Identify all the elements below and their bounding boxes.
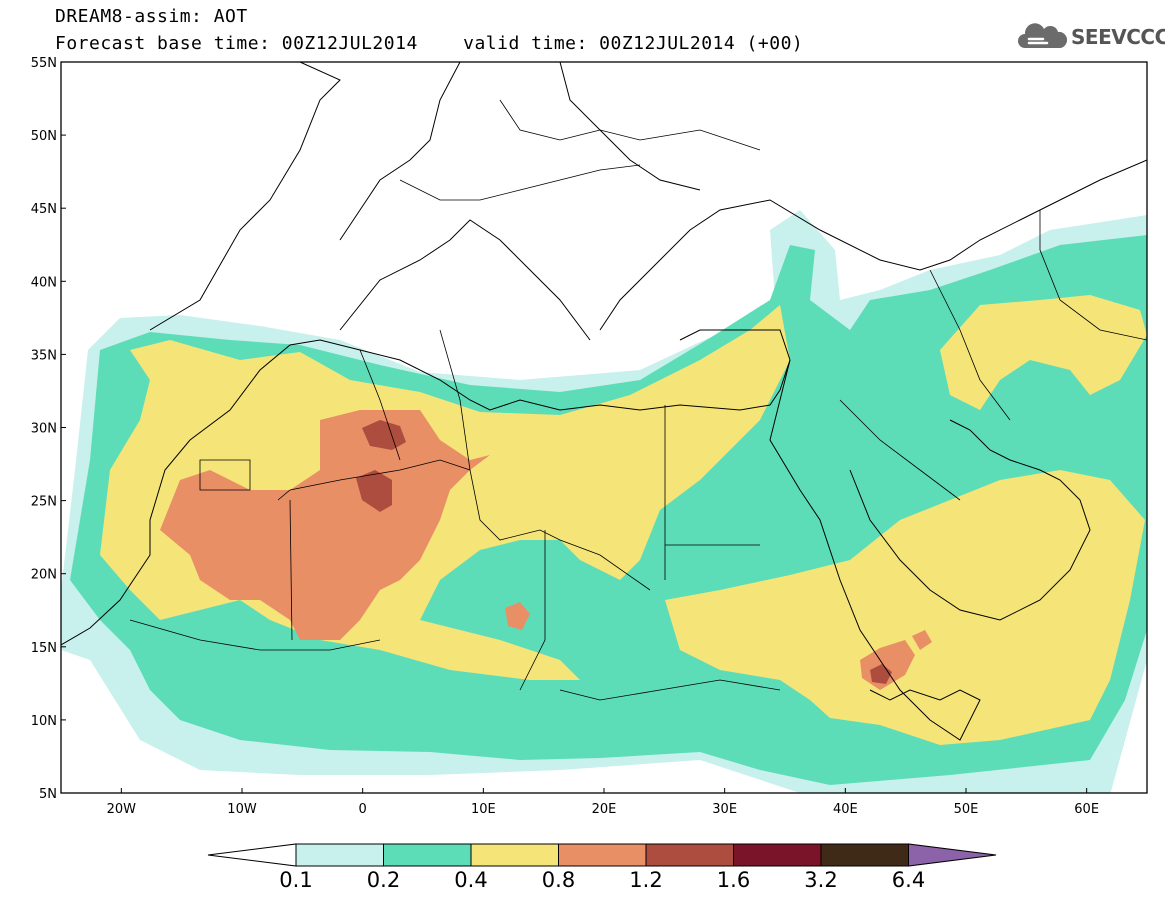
aot-contour-0.8c	[505, 602, 530, 630]
y-tick-label: 35N	[31, 348, 57, 363]
aot-contour-0.8d	[912, 630, 932, 650]
colorbar-label: 0.4	[454, 868, 488, 892]
x-tick-label: 40E	[833, 802, 858, 817]
y-tick-label: 10N	[31, 714, 57, 729]
y-tick-label: 5N	[39, 787, 57, 802]
aot-contour-1.2b	[356, 470, 392, 512]
colorbar-segment	[645, 843, 734, 867]
x-tick-label: 10E	[471, 802, 496, 817]
y-tick-label: 55N	[31, 56, 57, 71]
seevccc-logo: SEEVCCC	[1017, 23, 1165, 51]
y-axis: 55N 50N 45N 40N 35N 30N 25N 20N 15N 10N 5N	[31, 56, 66, 802]
country-borders	[129, 99, 1147, 701]
colorbar-label: 3.2	[804, 868, 838, 892]
colorbar-label: 0.1	[279, 868, 313, 892]
y-tick-label: 50N	[31, 129, 57, 144]
x-tick-label: 20W	[107, 802, 137, 817]
colorbar-segment	[820, 843, 909, 867]
colorbar-label: 6.4	[891, 868, 926, 892]
aot-contour-0.8a	[160, 410, 490, 640]
forecast-time-line: Forecast base time: 00Z12JUL2014 valid t…	[55, 33, 804, 54]
colorbar	[207, 843, 997, 867]
x-tick-label: 30E	[712, 802, 737, 817]
x-tick-label: 50E	[954, 802, 979, 817]
y-tick-label: 45N	[31, 202, 57, 217]
y-tick-label: 30N	[31, 422, 57, 437]
colorbar-below-arrow	[207, 843, 297, 867]
colorbar-above-arrow	[908, 843, 997, 867]
y-tick-label: 40N	[31, 275, 57, 290]
aot-contour-0.4b	[665, 470, 1145, 745]
x-axis: 20W 10W 0 10E 20E 30E 40E 50E 60E	[107, 788, 1099, 817]
x-tick-label: 60E	[1074, 802, 1099, 817]
colorbar-segment	[383, 843, 472, 867]
y-tick-label: 25N	[31, 495, 57, 510]
aot-contour-0.4c	[940, 295, 1147, 410]
colorbar-segment	[470, 843, 559, 867]
colorbar-segment	[295, 843, 384, 867]
logo-text: SEEVCCC	[1071, 25, 1165, 49]
colorbar-segment	[558, 843, 647, 867]
colorbar-label: 1.6	[716, 868, 751, 892]
colorbar-label: 0.8	[541, 868, 576, 892]
colorbar-label: 1.2	[629, 868, 663, 892]
aot-field	[61, 210, 1147, 793]
map-title: DREAM8-assim: AOT	[55, 6, 248, 27]
aot-contour-1.2a	[362, 420, 406, 450]
x-tick-label: 20E	[592, 802, 617, 817]
cloud-icon	[1018, 23, 1067, 48]
x-tick-label: 10W	[227, 802, 257, 817]
y-tick-label: 20N	[31, 568, 57, 583]
colorbar-label: 0.2	[366, 868, 401, 892]
x-tick-label: 0	[359, 802, 367, 817]
y-tick-label: 15N	[31, 641, 57, 656]
colorbar-segment	[733, 843, 822, 867]
